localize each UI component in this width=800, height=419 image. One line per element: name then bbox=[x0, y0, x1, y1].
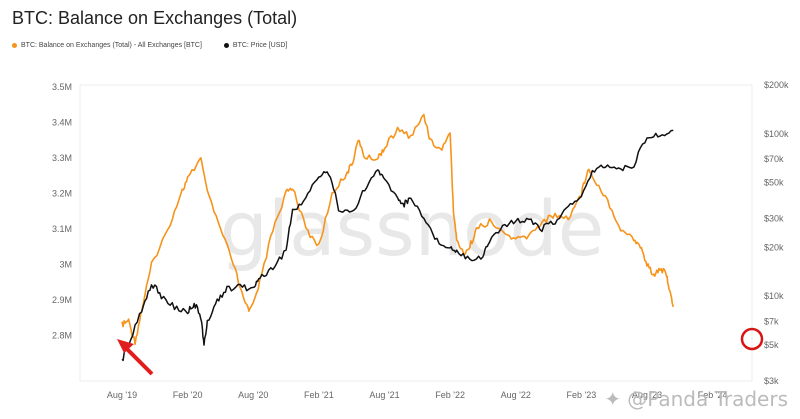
right-axis-tick: $100k bbox=[764, 129, 789, 139]
left-axis-tick: 2.9M bbox=[52, 295, 72, 305]
annotation-circle bbox=[740, 327, 764, 351]
watermark-corner-text: @Panda Traders bbox=[627, 387, 788, 411]
watermark-glassnode: glassnode bbox=[220, 184, 605, 273]
series-line-exchange-balance bbox=[121, 113, 675, 346]
legend-item-price[interactable]: BTC: Price [USD] bbox=[223, 42, 288, 49]
right-axis-tick: $30k bbox=[764, 214, 784, 224]
left-axis-tick: 3.5M bbox=[52, 82, 72, 92]
left-axis-tick: 3.4M bbox=[52, 117, 72, 127]
x-axis-tick: Feb '22 bbox=[435, 390, 465, 400]
x-axis-tick: Feb '24 bbox=[698, 390, 728, 400]
legend-label-exchanges: BTC: Balance on Exchanges (Total) - All … bbox=[21, 42, 202, 49]
series-line-btc-price bbox=[121, 129, 674, 362]
right-axis-tick: $50k bbox=[764, 178, 784, 188]
x-axis-tick: Aug '20 bbox=[238, 390, 268, 400]
x-axis-tick: Aug '19 bbox=[107, 390, 137, 400]
left-axis-tick: 2.8M bbox=[52, 330, 72, 340]
right-axis-tick: $5k bbox=[764, 340, 779, 350]
left-axis-tick: 3.3M bbox=[52, 153, 72, 163]
legend-dot-orange bbox=[12, 43, 17, 48]
x-axis-tick: Feb '23 bbox=[567, 390, 597, 400]
x-axis-tick: Aug '22 bbox=[501, 390, 531, 400]
plot-frame bbox=[79, 84, 753, 382]
left-axis-tick: 3.2M bbox=[52, 188, 72, 198]
right-axis-tick: $3k bbox=[764, 376, 779, 386]
left-axis-tick: 3M bbox=[59, 259, 72, 269]
x-axis-tick: Aug '23 bbox=[632, 390, 662, 400]
annotation-arrow bbox=[117, 339, 154, 376]
right-axis-tick: $20k bbox=[764, 242, 784, 252]
legend-dot-black bbox=[223, 43, 229, 48]
legend-label-price: BTC: Price [USD] bbox=[232, 42, 288, 49]
legend-item-exchanges[interactable]: BTC: Balance on Exchanges (Total) - All … bbox=[12, 42, 202, 49]
right-axis-tick: $70k bbox=[764, 154, 784, 164]
left-axis-tick: 3.1M bbox=[52, 224, 72, 234]
watermark-corner: ✦ @Panda Traders bbox=[604, 387, 788, 411]
right-axis-tick: $7k bbox=[764, 316, 779, 326]
panda-icon: ✦ bbox=[604, 387, 622, 411]
x-axis-tick: Aug '21 bbox=[369, 390, 399, 400]
right-axis-tick: $10k bbox=[764, 291, 784, 301]
right-axis-tick: $200k bbox=[764, 80, 789, 90]
legend: BTC: Balance on Exchanges (Total) - All … bbox=[12, 42, 287, 49]
chart-title: BTC: Balance on Exchanges (Total) bbox=[12, 8, 298, 28]
x-axis-tick: Feb '20 bbox=[173, 390, 203, 400]
x-axis-tick: Feb '21 bbox=[304, 390, 334, 400]
